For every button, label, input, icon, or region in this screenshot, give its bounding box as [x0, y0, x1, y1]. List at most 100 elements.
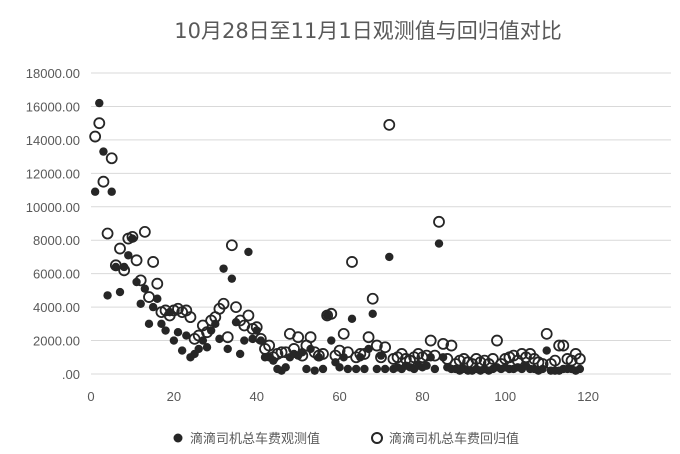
point-regression — [549, 354, 561, 367]
point-observed — [136, 299, 145, 308]
point-regression — [221, 331, 234, 344]
point-observed — [95, 98, 104, 108]
y-tick-label: 4000.00 — [33, 300, 80, 315]
point-regression — [370, 339, 383, 352]
point-regression — [486, 353, 499, 365]
point-observed — [364, 344, 373, 354]
point-regression — [118, 264, 131, 277]
point-observed — [198, 336, 208, 345]
point-observed — [103, 291, 112, 300]
point-observed — [215, 334, 224, 344]
point-regression — [491, 334, 503, 347]
point-observed — [202, 343, 212, 352]
point-regression — [217, 297, 230, 310]
point-observed — [244, 247, 253, 257]
legend-label-regression: 滴滴司机总车费回归值 — [389, 431, 519, 447]
point-regression — [573, 353, 586, 365]
point-observed — [148, 302, 158, 312]
series-observed — [90, 98, 585, 375]
point-regression — [126, 230, 139, 243]
x-tick-label: 120 — [577, 389, 599, 404]
point-observed — [575, 364, 585, 374]
point-regression — [441, 353, 454, 365]
point-regression — [333, 344, 346, 357]
point-observed — [385, 252, 394, 262]
point-regression — [147, 256, 160, 268]
point-observed — [380, 364, 390, 374]
point-observed — [235, 349, 245, 359]
y-tick-label: 18000.00 — [26, 66, 80, 81]
legend-label-observed: 滴滴司机总车费观测值 — [190, 431, 320, 447]
y-tick-label: 6000.00 — [33, 267, 80, 282]
point-regression — [420, 349, 433, 362]
point-regression — [143, 291, 155, 303]
point-regression — [230, 301, 242, 314]
legend-marker-regression — [371, 432, 383, 444]
point-observed — [434, 239, 444, 248]
point-regression — [424, 334, 437, 347]
point-regression — [242, 309, 255, 322]
x-tick-label: 20 — [167, 389, 181, 404]
point-observed — [318, 364, 328, 374]
point-observed — [144, 319, 154, 329]
point-regression — [358, 348, 371, 360]
point-observed — [422, 361, 431, 370]
point-regression — [105, 152, 118, 165]
point-observed — [430, 364, 440, 374]
y-tick-labels: .00 2000.00 4000.00 6000.00 8000.00 10000.00 1… — [26, 66, 80, 382]
point-regression — [184, 311, 197, 324]
point-observed — [124, 251, 133, 260]
point-regression — [225, 239, 238, 252]
point-regression — [138, 225, 151, 238]
point-regression — [130, 254, 143, 267]
point-observed — [219, 264, 228, 273]
point-observed — [351, 364, 361, 374]
y-tick-label: 2000.00 — [33, 334, 80, 349]
point-regression — [114, 242, 126, 255]
x-tick-label: 40 — [249, 389, 263, 404]
point-observed — [140, 284, 150, 293]
point-regression — [362, 331, 375, 344]
point-regression — [292, 331, 305, 344]
point-observed — [542, 346, 551, 355]
point-observed — [368, 309, 377, 318]
point-regression — [346, 256, 358, 268]
y-tick-label: 8000.00 — [33, 233, 80, 248]
point-regression — [445, 339, 458, 352]
point-observed — [310, 366, 319, 375]
point-regression — [275, 346, 288, 359]
point-regression — [201, 326, 213, 339]
point-observed — [194, 344, 203, 354]
point-observed — [157, 319, 166, 329]
point-observed — [372, 364, 382, 374]
point-observed — [302, 364, 311, 374]
point-observed — [327, 336, 336, 345]
point-observed — [169, 336, 179, 345]
point-observed — [227, 274, 237, 283]
legend-marker-observed — [173, 433, 183, 443]
point-regression — [379, 341, 392, 354]
point-observed — [153, 294, 162, 303]
point-observed — [343, 364, 353, 374]
legend: 滴滴司机总车费观测值 滴滴司机总车费回归值 — [173, 431, 519, 447]
point-regression — [341, 346, 354, 359]
x-tick-labels: 0 20 40 60 80 100 120 — [87, 389, 599, 404]
x-tick-label: 80 — [415, 389, 429, 404]
point-regression — [101, 227, 114, 240]
point-regression — [433, 215, 445, 228]
point-regression — [337, 327, 350, 340]
x-tick-label: 60 — [332, 389, 346, 404]
point-observed — [248, 334, 257, 344]
point-regression — [354, 348, 367, 360]
point-regression — [250, 321, 263, 334]
point-observed — [90, 187, 100, 196]
point-observed — [177, 346, 187, 355]
point-regression — [325, 307, 338, 320]
chart-title: 10月28日至11月1日观测值与回归值对比 — [174, 19, 562, 43]
y-tick-label: 16000.00 — [26, 99, 80, 114]
point-regression — [428, 349, 441, 362]
point-regression — [383, 118, 396, 131]
point-regression — [134, 274, 147, 287]
gridlines — [91, 72, 671, 342]
